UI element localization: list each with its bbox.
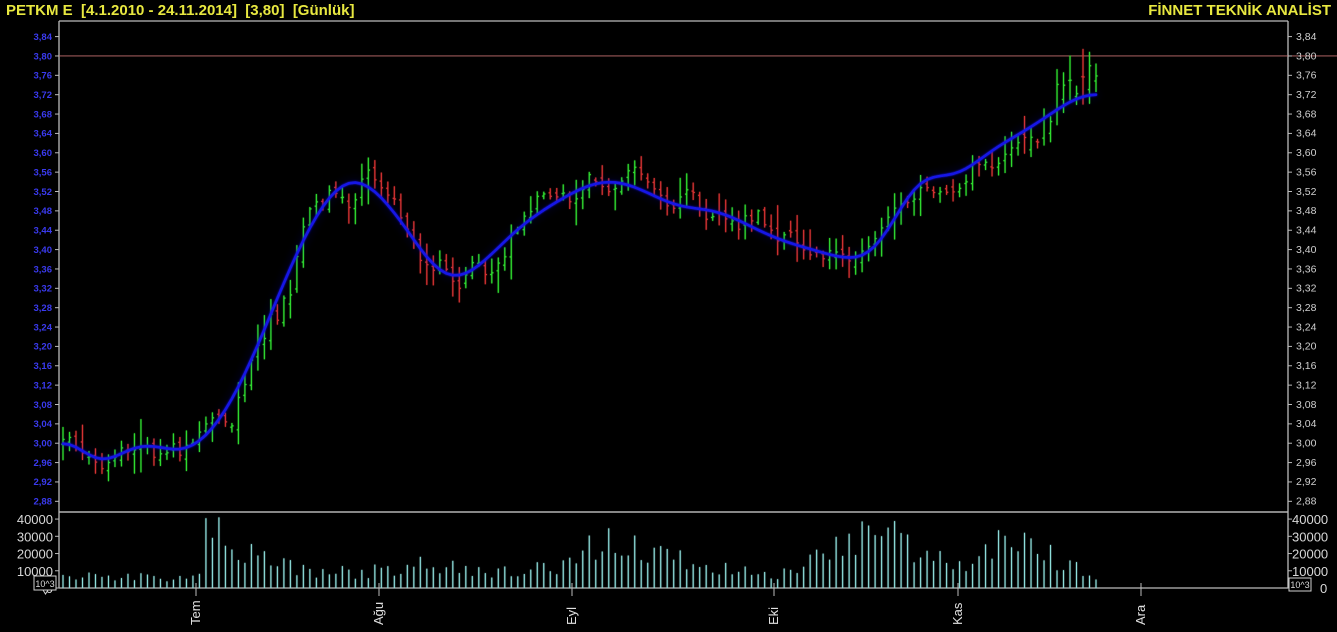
svg-text:3,84: 3,84: [34, 32, 53, 43]
svg-text:3,32: 3,32: [1296, 283, 1317, 295]
svg-text:2,96: 2,96: [1296, 457, 1317, 469]
svg-text:10^3: 10^3: [1290, 580, 1309, 590]
svg-text:2,92: 2,92: [34, 477, 53, 488]
svg-text:3,20: 3,20: [1296, 341, 1317, 353]
svg-text:3,16: 3,16: [1296, 360, 1317, 372]
svg-text:3,40: 3,40: [34, 245, 53, 256]
svg-text:3,72: 3,72: [34, 90, 53, 101]
svg-text:3,12: 3,12: [34, 380, 53, 391]
svg-text:0: 0: [1320, 581, 1327, 596]
svg-text:3,60: 3,60: [34, 148, 53, 159]
svg-text:3,56: 3,56: [34, 167, 53, 178]
svg-text:3,00: 3,00: [34, 439, 53, 450]
svg-text:3,16: 3,16: [34, 361, 53, 372]
svg-text:3,64: 3,64: [1296, 128, 1317, 140]
svg-text:3,68: 3,68: [1296, 108, 1317, 120]
svg-text:3,44: 3,44: [1296, 225, 1317, 237]
svg-text:3,08: 3,08: [34, 400, 53, 411]
svg-text:3,80: 3,80: [1296, 50, 1317, 62]
svg-text:2,88: 2,88: [1296, 496, 1317, 508]
svg-text:Eki: Eki: [766, 607, 781, 625]
svg-text:20000: 20000: [17, 547, 53, 562]
svg-text:3,04: 3,04: [34, 419, 53, 430]
svg-text:2,88: 2,88: [34, 497, 53, 508]
svg-text:10^3: 10^3: [35, 579, 54, 589]
svg-text:3,08: 3,08: [1296, 399, 1317, 411]
svg-text:3,64: 3,64: [34, 129, 53, 140]
svg-text:3,68: 3,68: [34, 109, 53, 120]
svg-text:30000: 30000: [1292, 529, 1328, 544]
svg-text:40000: 40000: [17, 512, 53, 527]
svg-text:3,28: 3,28: [1296, 302, 1317, 314]
svg-text:2,92: 2,92: [1296, 476, 1317, 488]
svg-text:FİNNET TEKNİK ANALİST: FİNNET TEKNİK ANALİST: [1148, 2, 1331, 19]
svg-text:3,76: 3,76: [34, 71, 53, 82]
svg-text:3,72: 3,72: [1296, 89, 1317, 101]
svg-text:3,40: 3,40: [1296, 244, 1317, 256]
svg-text:10000: 10000: [1292, 564, 1328, 579]
svg-text:Eyl: Eyl: [564, 607, 579, 625]
svg-text:3,24: 3,24: [1296, 321, 1317, 333]
svg-text:3,48: 3,48: [34, 206, 53, 217]
svg-text:3,36: 3,36: [34, 264, 53, 275]
svg-text:Kas: Kas: [950, 602, 965, 625]
svg-text:3,24: 3,24: [34, 322, 53, 333]
svg-text:Ara: Ara: [1133, 604, 1148, 625]
svg-text:Tem: Tem: [188, 600, 203, 625]
svg-text:3,52: 3,52: [34, 187, 53, 198]
svg-text:3,84: 3,84: [1296, 31, 1317, 43]
svg-text:30000: 30000: [17, 529, 53, 544]
svg-text:3,32: 3,32: [34, 284, 53, 295]
svg-text:3,76: 3,76: [1296, 70, 1317, 82]
svg-text:3,28: 3,28: [34, 303, 53, 314]
svg-text:3,80: 3,80: [34, 51, 53, 62]
svg-text:3,56: 3,56: [1296, 166, 1317, 178]
svg-text:3,44: 3,44: [34, 226, 53, 237]
svg-text:3,48: 3,48: [1296, 205, 1317, 217]
svg-text:3,36: 3,36: [1296, 263, 1317, 275]
svg-text:20000: 20000: [1292, 547, 1328, 562]
svg-text:Ağu: Ağu: [371, 602, 386, 625]
svg-text:3,00: 3,00: [1296, 438, 1317, 450]
svg-text:3,12: 3,12: [1296, 379, 1317, 391]
svg-text:3,20: 3,20: [34, 342, 53, 353]
svg-text:3,04: 3,04: [1296, 418, 1317, 430]
svg-text:2,96: 2,96: [34, 458, 53, 469]
svg-text:3,52: 3,52: [1296, 186, 1317, 198]
svg-text:PETKM E [4.1.2010 - 24.11.201: PETKM E [4.1.2010 - 24.11.2014] [3,80] […: [6, 2, 354, 19]
svg-text:40000: 40000: [1292, 512, 1328, 527]
svg-text:3,60: 3,60: [1296, 147, 1317, 159]
